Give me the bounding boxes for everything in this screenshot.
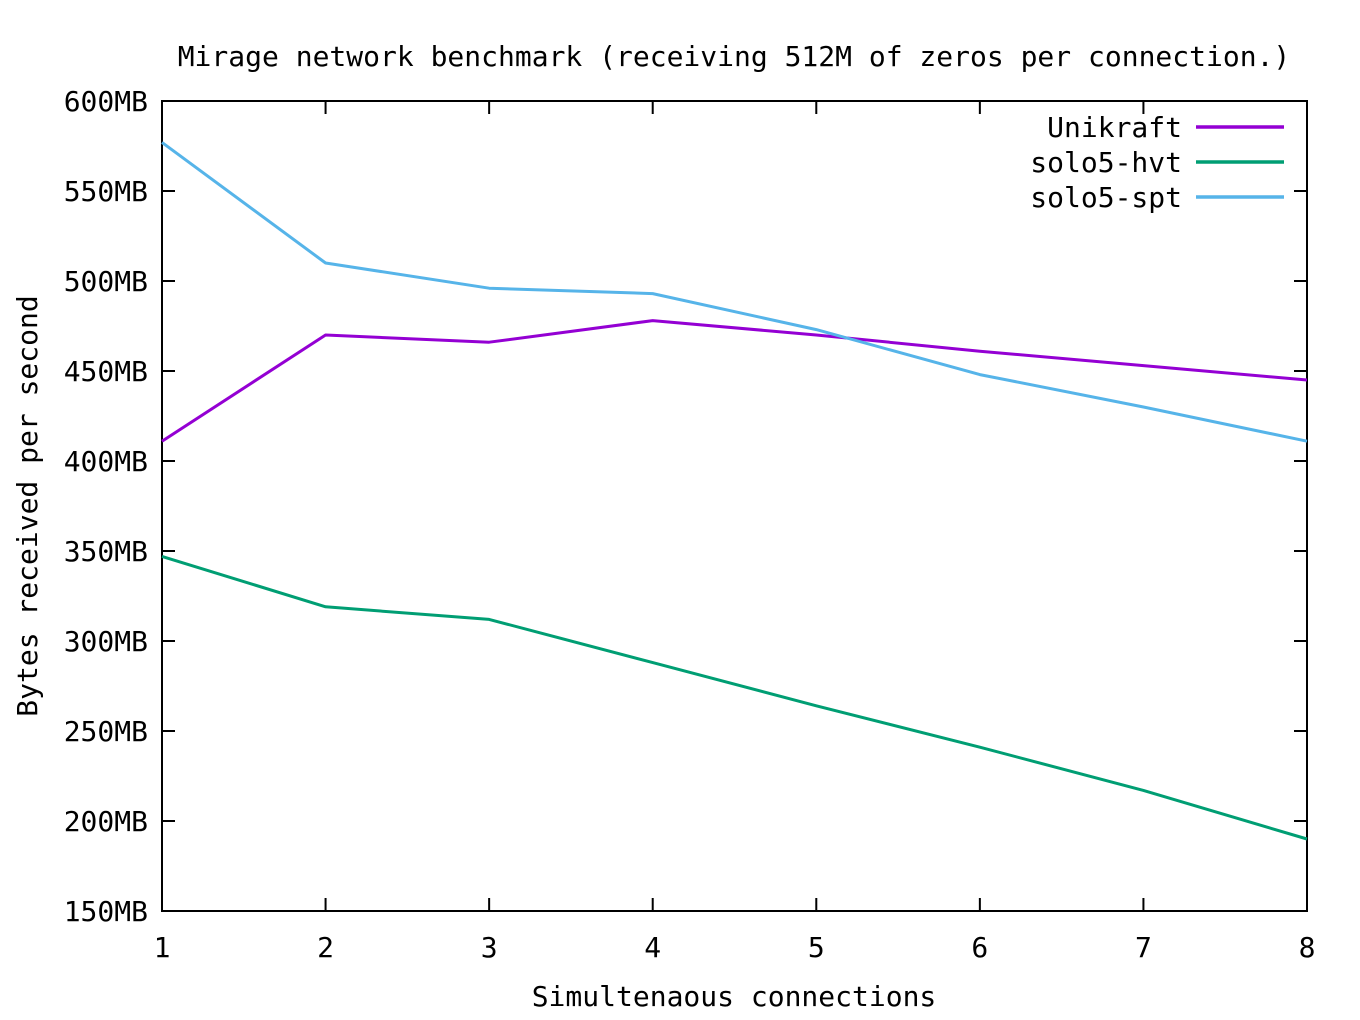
y-tick-label: 400MB xyxy=(64,445,148,478)
chart-title: Mirage network benchmark (receiving 512M… xyxy=(178,40,1291,73)
x-tick-label: 5 xyxy=(808,931,825,964)
x-axis-label: Simultenaous connections xyxy=(532,980,937,1013)
x-tick-label: 7 xyxy=(1135,931,1152,964)
legend-label-solo5-spt: solo5-spt xyxy=(1030,181,1182,214)
series-line-unikraft xyxy=(161,319,1308,443)
x-tick-label: 2 xyxy=(317,931,334,964)
series-line-solo5-spt xyxy=(161,141,1308,443)
y-tick-label: 350MB xyxy=(64,535,148,568)
plot-border xyxy=(161,100,1308,912)
x-tick-label: 1 xyxy=(154,931,171,964)
legend-label-unikraft: Unikraft xyxy=(1047,111,1182,144)
series-line-solo5-hvt xyxy=(161,554,1308,841)
x-tick-label: 6 xyxy=(971,931,988,964)
y-tick-label: 500MB xyxy=(64,265,148,298)
y-tick-label: 150MB xyxy=(64,895,148,928)
x-tick-label: 8 xyxy=(1299,931,1316,964)
legend-label-solo5-hvt: solo5-hvt xyxy=(1030,146,1182,179)
y-tick-label: 600MB xyxy=(64,85,148,118)
y-tick-label: 300MB xyxy=(64,625,148,658)
y-tick-label: 550MB xyxy=(64,175,148,208)
plot-area: 1 2 3 4 5 6 7 8 150MB 200MB 250MB 300MB 350MB 400MB 45… xyxy=(64,85,1316,964)
y-tick-label: 250MB xyxy=(64,715,148,748)
y-tick-label: 450MB xyxy=(64,355,148,388)
y-axis-label: Bytes received per second xyxy=(11,295,44,716)
y-tick-label: 200MB xyxy=(64,805,148,838)
x-tick-label: 3 xyxy=(481,931,498,964)
x-tick-label: 4 xyxy=(644,931,661,964)
